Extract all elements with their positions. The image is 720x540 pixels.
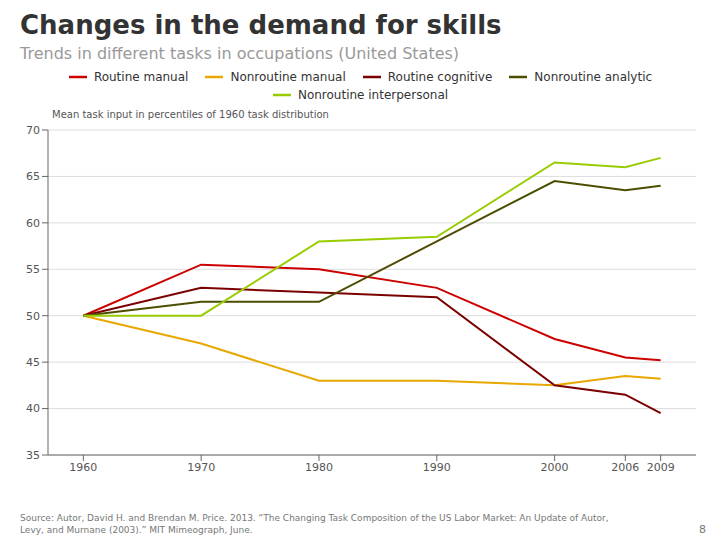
html-text:Routine cognitive: Routine cognitive bbox=[387, 70, 493, 84]
html-text:Levy, and Murnane (2003).” MIT: Levy, and Murnane (2003).” MIT Mimeograp… bbox=[20, 525, 253, 535]
svg-text:55: 55 bbox=[26, 263, 40, 276]
html-text:Routine manual: Routine manual bbox=[93, 70, 189, 84]
svg-text:35: 35 bbox=[26, 449, 40, 462]
svg-text:40: 40 bbox=[26, 402, 40, 415]
svg-text:1970: 1970 bbox=[187, 461, 215, 474]
html-text:Source: Autor, David H. and Br: Source: Autor, David H. and Brendan M. P… bbox=[20, 513, 609, 523]
html-text:Changes in the demand for skil: Changes in the demand for skills bbox=[20, 10, 502, 40]
html-text:Trends in different tasks in o: Trends in different tasks in occupations… bbox=[20, 44, 460, 63]
svg-text:1960: 1960 bbox=[69, 461, 97, 474]
svg-text:65: 65 bbox=[26, 170, 40, 183]
html-text:Nonroutine analytic: Nonroutine analytic bbox=[534, 70, 653, 84]
html-text:8: 8 bbox=[699, 523, 706, 536]
svg-text:2000: 2000 bbox=[541, 461, 569, 474]
svg-text:60: 60 bbox=[26, 217, 40, 230]
svg-text:1990: 1990 bbox=[423, 461, 451, 474]
html-text:Mean task input in percentiles: Mean task input in percentiles of 1960 t… bbox=[52, 109, 329, 120]
svg-text:1980: 1980 bbox=[305, 461, 333, 474]
svg-text:2006: 2006 bbox=[611, 461, 639, 474]
svg-text:2009: 2009 bbox=[647, 461, 675, 474]
svg-text:70: 70 bbox=[26, 124, 40, 137]
html-text:Nonroutine interpersonal: Nonroutine interpersonal bbox=[297, 88, 449, 102]
html-text:Nonroutine manual: Nonroutine manual bbox=[230, 70, 346, 84]
svg-text:50: 50 bbox=[26, 310, 40, 323]
svg-text:45: 45 bbox=[26, 356, 40, 369]
